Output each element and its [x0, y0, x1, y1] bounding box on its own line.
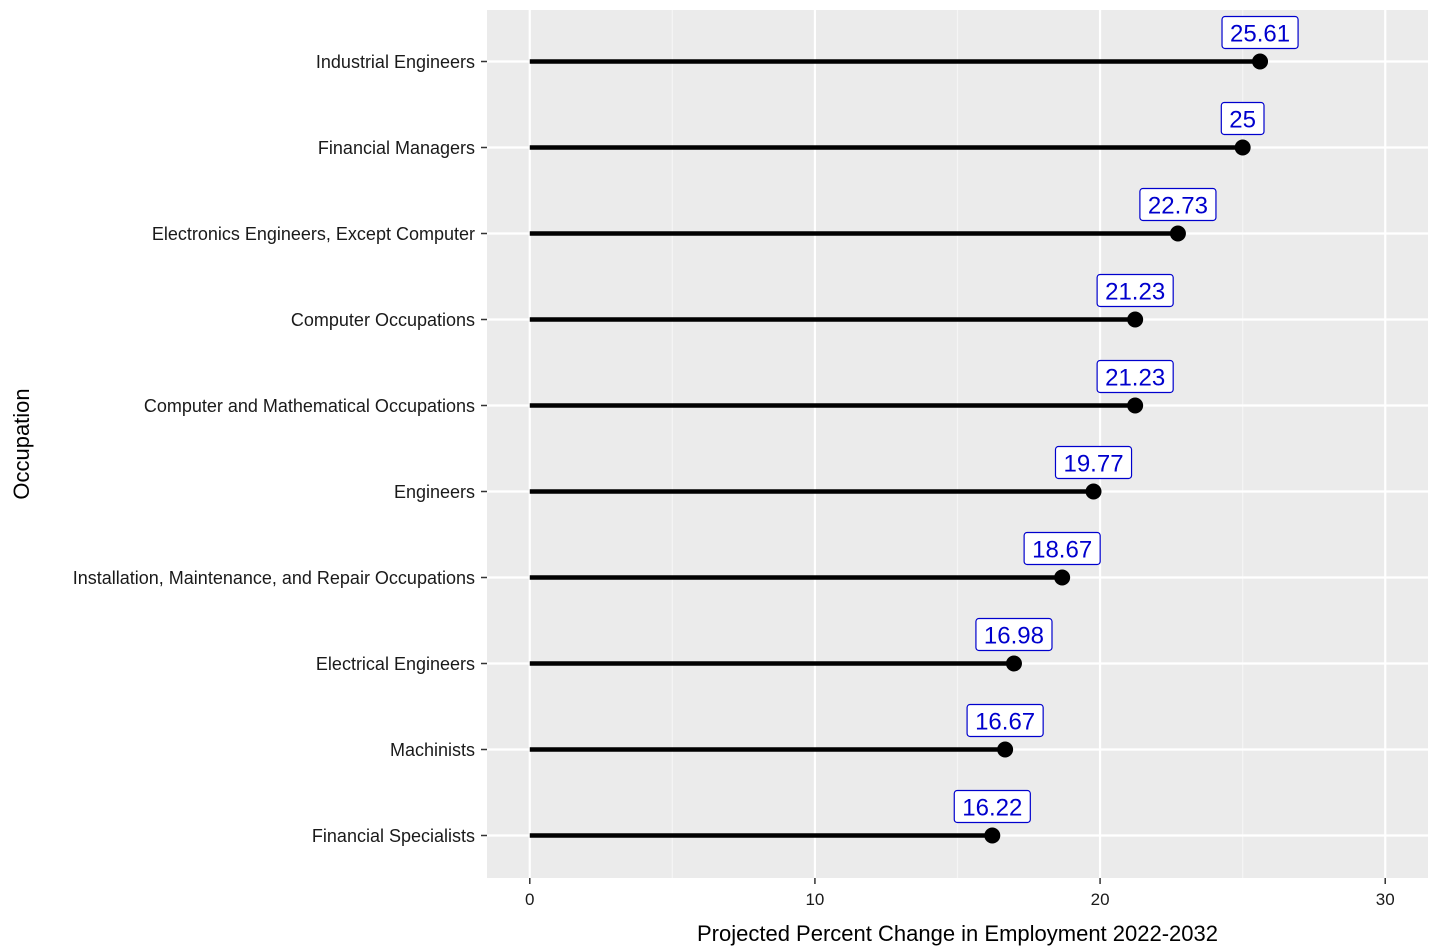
data-label-box — [966, 703, 1044, 738]
lollipop-point — [1252, 53, 1269, 70]
data-label-box — [1096, 273, 1174, 308]
y-tick-label: Electrical Engineers — [316, 654, 475, 674]
x-tick-label: 0 — [525, 890, 534, 909]
data-label-box — [1221, 15, 1299, 50]
y-tick-label: Financial Managers — [318, 138, 475, 158]
y-tick-label: Installation, Maintenance, and Repair Oc… — [73, 568, 475, 588]
data-label-text: 19.77 — [1063, 451, 1123, 478]
x-tick-label: 30 — [1376, 890, 1395, 909]
y-tick-label: Financial Specialists — [312, 826, 475, 846]
lollipop-point — [1234, 139, 1251, 156]
lollipop-point — [1054, 569, 1071, 586]
y-tick-label: Industrial Engineers — [316, 52, 475, 72]
y-tick-label: Engineers — [394, 482, 475, 502]
x-tick-label: 10 — [805, 890, 824, 909]
data-label: 16.22 — [953, 789, 1031, 824]
data-label-text: 16.67 — [975, 709, 1035, 736]
data-label-box — [1139, 187, 1217, 222]
data-label-text: 25.61 — [1230, 21, 1290, 48]
data-label-box — [975, 617, 1053, 652]
lollipop-point — [1005, 655, 1022, 672]
y-tick-label: Computer and Mathematical Occupations — [144, 396, 475, 416]
data-label: 22.73 — [1139, 187, 1217, 222]
lollipop-point — [1127, 397, 1144, 414]
y-tick-label: Computer Occupations — [291, 310, 475, 330]
data-label-text: 16.98 — [984, 623, 1044, 650]
data-label: 16.98 — [975, 617, 1053, 652]
y-axis-title: Occupation — [9, 388, 34, 499]
y-axis: Industrial Engineers Financial Managers El… — [73, 52, 487, 846]
data-label: 16.67 — [966, 703, 1044, 738]
lollipop-point — [1127, 311, 1144, 328]
data-label-text: 16.22 — [962, 795, 1022, 822]
data-label: 19.77 — [1054, 445, 1133, 480]
data-label-text: 21.23 — [1105, 365, 1165, 392]
lollipop-point — [997, 741, 1014, 758]
data-label: 25 — [1220, 101, 1265, 136]
data-label: 21.23 — [1096, 273, 1174, 308]
data-label-box — [1054, 445, 1133, 480]
x-axis-title: Projected Percent Change in Employment 2… — [697, 921, 1218, 946]
data-label: 25.61 — [1221, 15, 1299, 50]
x-axis: 0 10 20 30 — [525, 878, 1395, 909]
data-label-text: 22.73 — [1148, 193, 1208, 220]
data-label-text: 25 — [1229, 107, 1256, 134]
lollipop-marks: 25.61 25 22.73 21.23 21.23 19.77 18.67 16.98 16.… — [529, 15, 1299, 844]
data-label: 21.23 — [1096, 359, 1174, 394]
data-label-box — [1220, 101, 1265, 136]
data-label-text: 18.67 — [1032, 537, 1092, 564]
y-tick-label: Electronics Engineers, Except Computer — [152, 224, 475, 244]
data-label: 18.67 — [1023, 531, 1101, 566]
lollipop-point — [1085, 483, 1102, 500]
lollipop-point — [1169, 225, 1186, 242]
lollipop-point — [984, 827, 1001, 844]
data-label-box — [1096, 359, 1174, 394]
y-tick-label: Machinists — [390, 740, 475, 760]
data-label-box — [953, 789, 1031, 824]
data-label-box — [1023, 531, 1101, 566]
data-label-text: 21.23 — [1105, 279, 1165, 306]
x-tick-label: 20 — [1091, 890, 1110, 909]
